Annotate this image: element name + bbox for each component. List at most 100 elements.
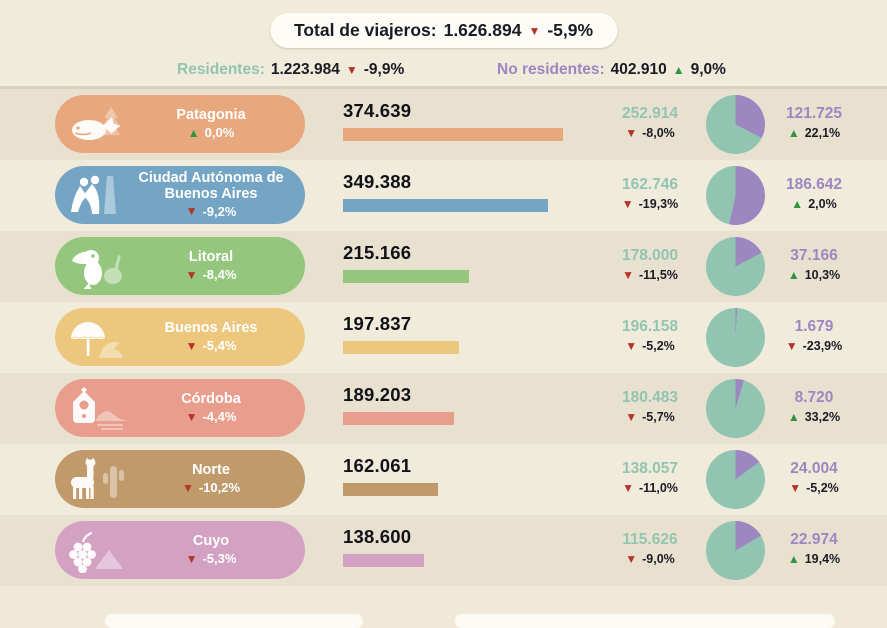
region-name: Ciudad Autónoma de Buenos Aires [138, 170, 284, 202]
total-bar [343, 483, 438, 496]
down-triangle-icon: ▼ [622, 481, 634, 495]
no-residentes-delta: ▲ 10,3% [764, 268, 864, 282]
down-triangle-icon: ▼ [185, 267, 198, 282]
down-triangle-icon: ▼ [185, 551, 198, 566]
up-triangle-icon: ▲ [787, 126, 800, 140]
region-name: Patagonia [176, 106, 246, 123]
total-value: 215.166 [343, 242, 412, 263]
region-pill[interactable]: Patagonia ▲ 0,0% [55, 95, 305, 153]
residentes-value: 196.158 [621, 318, 679, 335]
up-triangle-icon: ▲ [791, 197, 804, 211]
total-value: 374.639 [343, 100, 412, 121]
region-pill-text: Ciudad Autónoma de Buenos Aires ▼ -9,2% [137, 170, 305, 219]
residentes-value: 178.000 [621, 247, 679, 264]
region-pill[interactable]: Córdoba ▼ -4,4% [55, 379, 305, 437]
total-bar [343, 128, 563, 141]
pie-chart [706, 308, 765, 367]
no-residentes-delta-value: 2,0% [808, 197, 837, 211]
region-pill[interactable]: Cuyo ▼ -5,3% [55, 521, 305, 579]
down-triangle-icon: ▼ [625, 552, 638, 566]
total-column: 197.837 [343, 313, 459, 354]
pie-chart [706, 237, 765, 296]
pie-chart [706, 166, 765, 225]
region-name: Cuyo [192, 532, 230, 549]
residentes-value: 252.914 [621, 105, 679, 122]
residentes-delta: ▼ -11,5% [600, 268, 700, 282]
region-row: Litoral ▼ -8,4% 215.166 178.000 ▼ -11,5%… [0, 231, 887, 302]
region-pill-text: Litoral ▼ -8,4% [137, 249, 305, 282]
up-triangle-icon: ▲ [187, 125, 200, 140]
whale-icon [55, 95, 137, 153]
no-residentes-delta-value: -23,9% [802, 339, 843, 353]
total-bar [343, 199, 548, 212]
region-pill[interactable]: Ciudad Autónoma de Buenos Aires ▼ -9,2% [55, 166, 305, 224]
down-triangle-icon: ▼ [625, 410, 638, 424]
total-bar [343, 270, 469, 283]
total-column: 349.388 [343, 171, 548, 212]
tango-icon [55, 166, 137, 224]
down-triangle-icon: ▼ [185, 409, 198, 424]
toucan-icon [55, 237, 137, 295]
up-triangle-icon: ▲ [787, 268, 800, 282]
no-residentes-delta: ▲ 19,4% [764, 552, 864, 566]
residentes-delta-value: -11,5% [638, 268, 678, 282]
region-delta: ▼ -4,4% [186, 409, 237, 424]
region-row: Ciudad Autónoma de Buenos Aires ▼ -9,2% … [0, 160, 887, 231]
region-row: Córdoba ▼ -4,4% 189.203 180.483 ▼ -5,7% … [0, 373, 887, 444]
region-row: Patagonia ▲ 0,0% 374.639 252.914 ▼ -8,0%… [0, 89, 887, 160]
no-residentes-column: 1.679 ▼ -23,9% [764, 318, 864, 353]
no-residentes-column: 8.720 ▲ 33,2% [764, 389, 864, 424]
birdhouse-icon [55, 379, 137, 437]
down-triangle-icon: ▼ [625, 339, 638, 353]
down-triangle-icon: ▼ [185, 204, 198, 219]
footer-card [455, 614, 835, 628]
no-residentes-delta: ▲ 22,1% [764, 126, 864, 140]
no-residentes-delta-value: 33,2% [804, 410, 841, 424]
residentes-label: Residentes: [177, 61, 265, 78]
residentes-delta-value: -19,3% [638, 197, 679, 211]
residentes-delta-value: -8,0% [642, 126, 675, 140]
region-delta-value: 0,0% [204, 125, 235, 141]
region-delta: ▼ -5,4% [186, 338, 237, 353]
no-residentes-column: 22.974 ▲ 19,4% [764, 531, 864, 566]
region-delta: ▼ -10,2% [182, 480, 240, 495]
residentes-value: 115.626 [622, 531, 678, 548]
total-value: 138.600 [343, 526, 412, 547]
residentes-delta: ▼ -5,7% [600, 410, 700, 424]
region-delta-value: -4,4% [202, 409, 237, 425]
region-pill[interactable]: Litoral ▼ -8,4% [55, 237, 305, 295]
region-delta: ▼ -8,4% [186, 267, 237, 282]
residentes-delta: ▼ -11,0% [600, 481, 700, 495]
residentes-column: 178.000 ▼ -11,5% [600, 247, 700, 282]
region-pill[interactable]: Norte ▼ -10,2% [55, 450, 305, 508]
no-residentes-value: 121.725 [785, 105, 843, 122]
down-triangle-icon: ▼ [789, 481, 802, 495]
no-residentes-value: 402.910 [610, 61, 667, 78]
region-delta-value: -5,4% [202, 338, 237, 354]
residentes-delta: -9,9% [363, 61, 405, 78]
down-triangle-icon: ▼ [785, 339, 798, 353]
down-triangle-icon: ▼ [181, 480, 194, 495]
residentes-value: 1.223.984 [270, 61, 340, 78]
no-residentes-value: 186.642 [785, 176, 843, 193]
region-pill[interactable]: Buenos Aires ▼ -5,4% [55, 308, 305, 366]
total-bar [343, 412, 454, 425]
no-residentes-delta-value: 22,1% [804, 126, 841, 140]
no-residentes-delta-value: 10,3% [804, 268, 841, 282]
residentes-column: 162.746 ▼ -19,3% [600, 176, 700, 211]
no-residentes-value: 24.004 [790, 460, 838, 477]
region-row: Cuyo ▼ -5,3% 138.600 115.626 ▼ -9,0% 22.… [0, 515, 887, 586]
down-triangle-icon: ▼ [621, 197, 634, 211]
header-divider [0, 86, 887, 89]
no-residentes-delta-value: -5,2% [806, 481, 839, 495]
no-residentes-value: 37.166 [790, 247, 838, 264]
total-value: 162.061 [343, 455, 412, 476]
residentes-column: 196.158 ▼ -5,2% [600, 318, 700, 353]
no-residentes-label: No residentes: [497, 61, 605, 78]
no-residentes-column: 24.004 ▼ -5,2% [764, 460, 864, 495]
no-residentes-column: 121.725 ▲ 22,1% [764, 105, 864, 140]
residentes-delta-value: -11,0% [638, 481, 678, 495]
total-column: 162.061 [343, 455, 438, 496]
total-delta: -5,9% [547, 20, 594, 40]
region-delta: ▼ -5,3% [186, 551, 237, 566]
